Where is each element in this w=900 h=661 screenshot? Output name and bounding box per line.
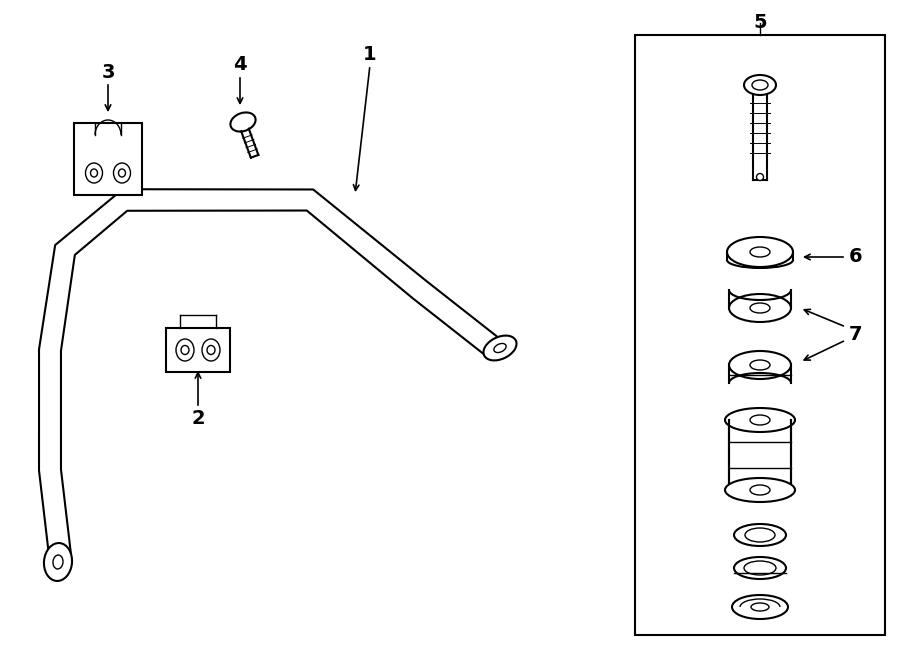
Ellipse shape (181, 346, 189, 354)
Ellipse shape (734, 524, 786, 546)
Ellipse shape (176, 339, 194, 361)
Ellipse shape (732, 595, 788, 619)
Text: 3: 3 (101, 63, 115, 81)
Ellipse shape (53, 555, 63, 569)
Ellipse shape (202, 339, 220, 361)
Bar (729, 420, 791, 490)
Ellipse shape (86, 163, 103, 183)
Bar (635, 35, 885, 635)
Bar (166, 328, 230, 372)
Ellipse shape (729, 351, 791, 379)
Ellipse shape (752, 80, 768, 90)
Ellipse shape (483, 336, 517, 360)
Ellipse shape (745, 528, 775, 542)
Ellipse shape (494, 344, 506, 352)
Ellipse shape (751, 603, 769, 611)
Text: 5: 5 (753, 13, 767, 32)
Ellipse shape (113, 163, 130, 183)
Text: 2: 2 (191, 408, 205, 428)
Ellipse shape (750, 303, 770, 313)
Ellipse shape (91, 169, 97, 177)
Ellipse shape (729, 294, 791, 322)
Ellipse shape (750, 485, 770, 495)
Ellipse shape (744, 561, 776, 575)
Ellipse shape (207, 346, 215, 354)
Ellipse shape (734, 557, 786, 579)
Ellipse shape (230, 112, 256, 132)
Ellipse shape (744, 75, 776, 95)
Ellipse shape (725, 408, 795, 432)
Ellipse shape (750, 247, 770, 257)
Ellipse shape (750, 415, 770, 425)
Ellipse shape (727, 237, 793, 267)
Ellipse shape (752, 531, 768, 539)
Text: 1: 1 (364, 46, 377, 65)
Ellipse shape (725, 478, 795, 502)
Ellipse shape (119, 169, 125, 177)
Polygon shape (39, 189, 497, 557)
Text: 7: 7 (850, 325, 863, 344)
Ellipse shape (44, 543, 72, 581)
Text: 6: 6 (850, 247, 863, 266)
Bar (74, 123, 142, 195)
Text: 4: 4 (233, 56, 247, 75)
Ellipse shape (750, 360, 770, 370)
Ellipse shape (757, 173, 763, 180)
Ellipse shape (752, 564, 768, 572)
